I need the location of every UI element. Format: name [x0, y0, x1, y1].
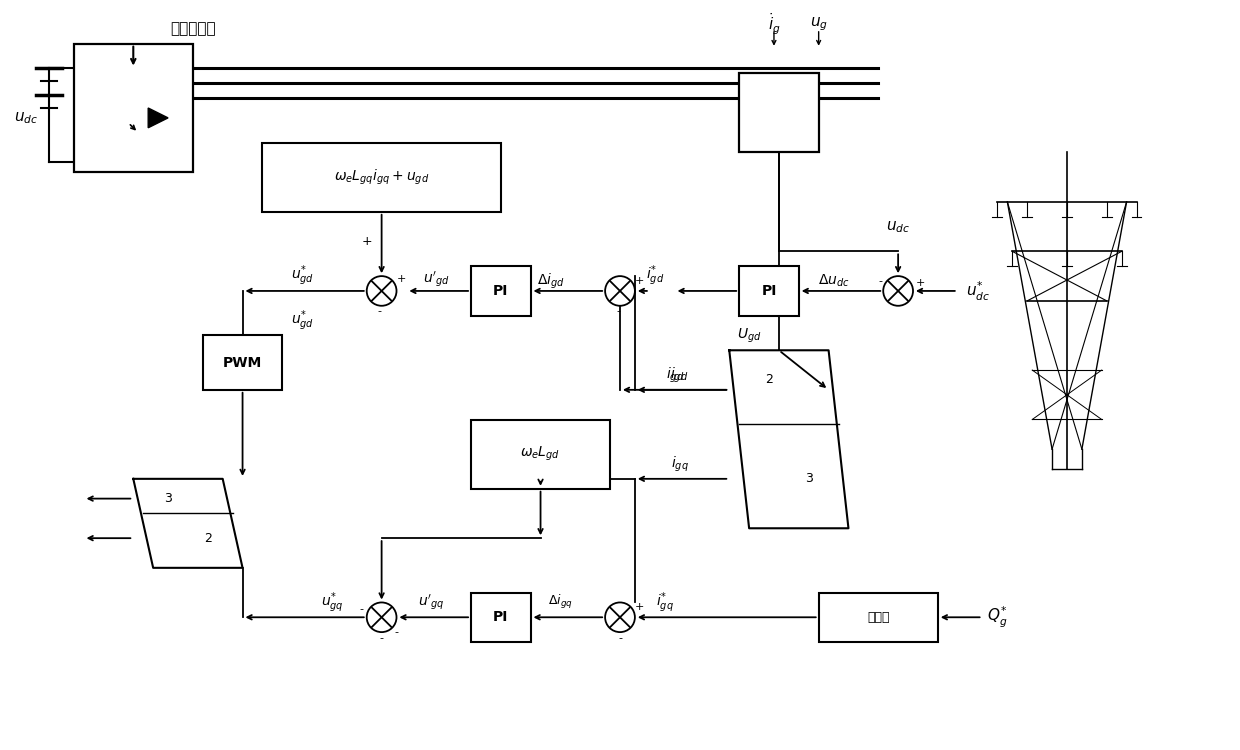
Text: PI: PI: [494, 610, 508, 624]
Text: $\omega_e L_{gd}$: $\omega_e L_{gd}$: [521, 445, 560, 464]
Text: +: +: [915, 278, 925, 288]
Text: +: +: [635, 602, 645, 613]
Text: $u_g$: $u_g$: [810, 15, 827, 33]
Polygon shape: [149, 108, 169, 128]
Text: $\omega_e L_{gq} i_{gq}+u_{gd}$: $\omega_e L_{gq} i_{gq}+u_{gd}$: [334, 167, 429, 187]
Bar: [471, 419, 610, 489]
Text: -: -: [360, 604, 363, 614]
Text: PWM: PWM: [223, 356, 262, 370]
Text: $u_{gq}^{*}$: $u_{gq}^{*}$: [321, 590, 343, 615]
Text: 2: 2: [203, 532, 212, 544]
Circle shape: [883, 276, 913, 306]
Text: $i_{gd}^{*}$: $i_{gd}^{*}$: [646, 264, 663, 288]
Polygon shape: [133, 478, 243, 568]
Text: -: -: [878, 276, 882, 286]
Text: -: -: [379, 633, 383, 643]
Circle shape: [367, 276, 397, 306]
Text: +: +: [361, 235, 372, 248]
Circle shape: [367, 602, 397, 632]
Text: $\dot{i}_g$: $\dot{i}_g$: [768, 11, 780, 37]
Bar: [471, 266, 531, 316]
Text: $i_{gd}$: $i_{gd}$: [666, 365, 683, 385]
Text: -: -: [394, 627, 398, 637]
Text: -: -: [618, 633, 622, 643]
Text: $i_{gq}^{*}$: $i_{gq}^{*}$: [656, 590, 673, 615]
Text: $\Delta i_{gd}$: $\Delta i_{gd}$: [537, 272, 564, 291]
Bar: [739, 74, 818, 152]
Text: $U_{gd}$: $U_{gd}$: [737, 326, 761, 344]
Text: 网侧变流器: 网侧变流器: [170, 22, 216, 37]
Text: $u'_{gd}$: $u'_{gd}$: [423, 269, 450, 289]
Text: -: -: [378, 306, 382, 316]
Polygon shape: [729, 350, 848, 528]
Text: $i_{gd}$: $i_{gd}$: [671, 365, 688, 385]
Text: $u_{dc}$: $u_{dc}$: [887, 219, 910, 235]
Text: $u_{dc}$: $u_{dc}$: [14, 110, 38, 126]
Text: +: +: [635, 276, 645, 286]
Text: $u_{gd}^{*}$: $u_{gd}^{*}$: [290, 264, 314, 288]
Text: $u_{dc}^{*}$: $u_{dc}^{*}$: [966, 279, 990, 302]
Bar: [73, 44, 193, 172]
Text: 2: 2: [765, 374, 773, 386]
Text: +: +: [397, 274, 407, 284]
Text: PI: PI: [761, 284, 776, 298]
Text: $i_{gq}$: $i_{gq}$: [671, 454, 688, 474]
Text: 3: 3: [805, 472, 812, 485]
Text: PI: PI: [494, 284, 508, 298]
Bar: [263, 142, 501, 211]
Text: 3: 3: [164, 492, 172, 505]
Circle shape: [605, 276, 635, 306]
Text: $u_{gd}^{*}$: $u_{gd}^{*}$: [290, 308, 314, 333]
Text: 计算式: 计算式: [867, 610, 889, 624]
Text: -: -: [616, 306, 620, 316]
Bar: [739, 266, 799, 316]
Text: $\Delta i_{gq}$: $\Delta i_{gq}$: [548, 593, 573, 611]
Text: $\Delta u_{dc}$: $\Delta u_{dc}$: [817, 273, 849, 290]
Text: $u'_{gq}$: $u'_{gq}$: [418, 592, 445, 612]
Bar: [203, 335, 283, 390]
Circle shape: [605, 602, 635, 632]
Bar: [471, 592, 531, 642]
Bar: [818, 592, 937, 642]
Text: $Q_g^{*}$: $Q_g^{*}$: [987, 604, 1008, 630]
